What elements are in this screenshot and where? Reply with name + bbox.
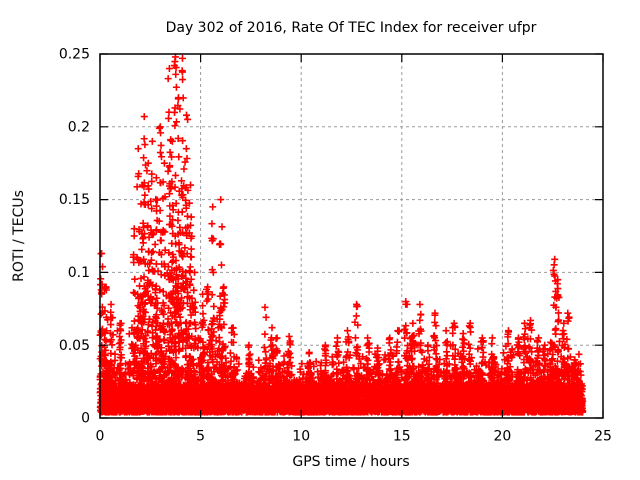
y-axis-label: ROTI / TECUs xyxy=(11,190,27,282)
chart-title: Day 302 of 2016, Rate Of TEC Index for r… xyxy=(165,20,537,36)
x-axis-label: GPS time / hours xyxy=(292,454,410,470)
